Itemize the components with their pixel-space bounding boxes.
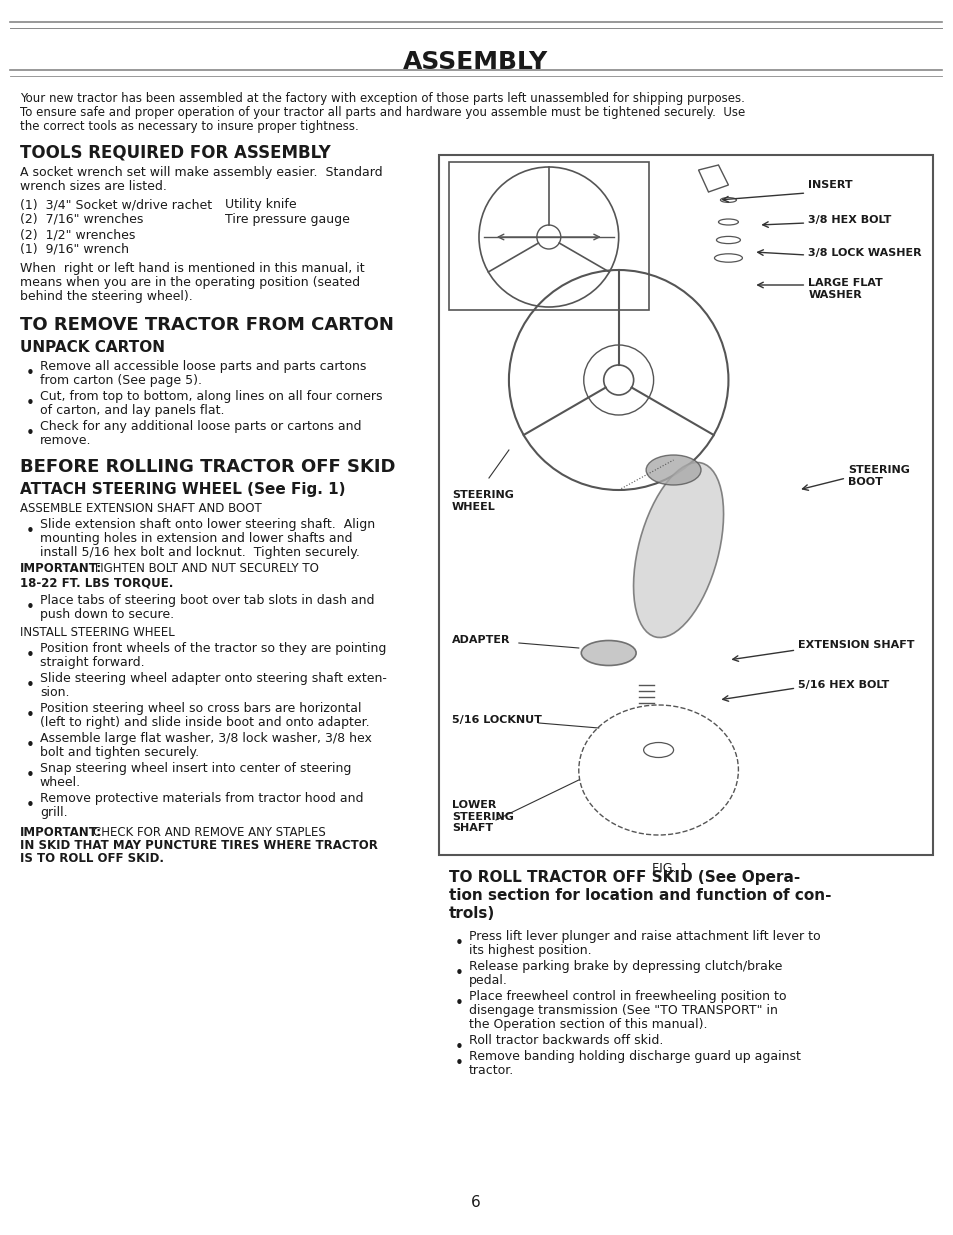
Bar — [438, 156, 932, 855]
Ellipse shape — [633, 462, 722, 637]
Text: UNPACK CARTON: UNPACK CARTON — [20, 340, 165, 354]
Text: CHECK FOR AND REMOVE ANY STAPLES: CHECK FOR AND REMOVE ANY STAPLES — [92, 826, 325, 839]
Text: 6: 6 — [471, 1195, 480, 1210]
Text: (left to right) and slide inside boot and onto adapter.: (left to right) and slide inside boot an… — [40, 716, 369, 729]
Text: To ensure safe and proper operation of your tractor all parts and hardware you a: To ensure safe and proper operation of y… — [20, 106, 744, 119]
Text: •: • — [26, 366, 34, 382]
Text: •: • — [26, 768, 34, 783]
Text: Position front wheels of the tractor so they are pointing: Position front wheels of the tractor so … — [40, 642, 386, 655]
Text: •: • — [26, 648, 34, 663]
Text: bolt and tighten securely.: bolt and tighten securely. — [40, 746, 199, 760]
Text: Press lift lever plunger and raise attachment lift lever to: Press lift lever plunger and raise attac… — [469, 930, 820, 944]
Text: (1)  3/4" Socket w/drive rachet: (1) 3/4" Socket w/drive rachet — [20, 198, 212, 211]
Text: mounting holes in extension and lower shafts and: mounting holes in extension and lower sh… — [40, 532, 352, 545]
Text: pedal.: pedal. — [469, 974, 507, 987]
Text: Place freewheel control in freewheeling position to: Place freewheel control in freewheeling … — [469, 990, 785, 1003]
Text: LOWER
STEERING
SHAFT: LOWER STEERING SHAFT — [452, 800, 514, 834]
Text: IMPORTANT:: IMPORTANT: — [20, 826, 102, 839]
Text: STEERING
BOOT: STEERING BOOT — [847, 466, 909, 487]
Text: TIGHTEN BOLT AND NUT SECURELY TO: TIGHTEN BOLT AND NUT SECURELY TO — [92, 562, 318, 576]
Text: of carton, and lay panels flat.: of carton, and lay panels flat. — [40, 404, 224, 417]
Text: behind the steering wheel).: behind the steering wheel). — [20, 290, 193, 303]
Text: •: • — [26, 798, 34, 813]
Text: trols): trols) — [449, 906, 495, 921]
Text: tion section for location and function of con-: tion section for location and function o… — [449, 888, 831, 903]
Text: its highest position.: its highest position. — [469, 944, 591, 957]
Text: When  right or left hand is mentioned in this manual, it: When right or left hand is mentioned in … — [20, 262, 364, 275]
Text: wrench sizes are listed.: wrench sizes are listed. — [20, 180, 167, 193]
Text: the Operation section of this manual).: the Operation section of this manual). — [469, 1018, 707, 1031]
Text: 3/8 HEX BOLT: 3/8 HEX BOLT — [807, 215, 891, 225]
Text: TO REMOVE TRACTOR FROM CARTON: TO REMOVE TRACTOR FROM CARTON — [20, 316, 394, 333]
Text: Slide extension shaft onto lower steering shaft.  Align: Slide extension shaft onto lower steerin… — [40, 517, 375, 531]
Text: 5/16 HEX BOLT: 5/16 HEX BOLT — [798, 680, 888, 690]
Text: Tire pressure gauge: Tire pressure gauge — [224, 212, 349, 226]
Text: Your new tractor has been assembled at the factory with exception of those parts: Your new tractor has been assembled at t… — [20, 91, 744, 105]
Text: straight forward.: straight forward. — [40, 656, 145, 669]
Text: Release parking brake by depressing clutch/brake: Release parking brake by depressing clut… — [469, 960, 781, 973]
Text: Position steering wheel so cross bars are horizontal: Position steering wheel so cross bars ar… — [40, 701, 361, 715]
Text: install 5/16 hex bolt and locknut.  Tighten securely.: install 5/16 hex bolt and locknut. Tight… — [40, 546, 359, 559]
Text: FIG. 1: FIG. 1 — [652, 862, 688, 876]
Text: remove.: remove. — [40, 433, 91, 447]
Text: LARGE FLAT
WASHER: LARGE FLAT WASHER — [807, 278, 882, 300]
Text: STEERING
WHEEL: STEERING WHEEL — [452, 490, 514, 511]
Text: •: • — [455, 995, 463, 1011]
Text: INSERT: INSERT — [807, 180, 852, 190]
Text: •: • — [26, 396, 34, 411]
Text: •: • — [455, 1040, 463, 1055]
Text: tractor.: tractor. — [469, 1065, 514, 1077]
Text: •: • — [26, 678, 34, 693]
Text: •: • — [455, 1056, 463, 1071]
Text: TOOLS REQUIRED FOR ASSEMBLY: TOOLS REQUIRED FOR ASSEMBLY — [20, 144, 331, 162]
Text: push down to secure.: push down to secure. — [40, 608, 173, 621]
Bar — [449, 162, 648, 310]
Text: means when you are in the operating position (seated: means when you are in the operating posi… — [20, 275, 359, 289]
Text: IMPORTANT:: IMPORTANT: — [20, 562, 102, 576]
Text: 3/8 LOCK WASHER: 3/8 LOCK WASHER — [807, 248, 921, 258]
Text: A socket wrench set will make assembly easier.  Standard: A socket wrench set will make assembly e… — [20, 165, 382, 179]
Text: (1)  9/16" wrench: (1) 9/16" wrench — [20, 243, 129, 256]
Text: from carton (See page 5).: from carton (See page 5). — [40, 374, 202, 387]
Text: INSTALL STEERING WHEEL: INSTALL STEERING WHEEL — [20, 626, 174, 638]
Text: •: • — [455, 966, 463, 981]
Text: Check for any additional loose parts or cartons and: Check for any additional loose parts or … — [40, 420, 361, 433]
Text: ASSEMBLE EXTENSION SHAFT AND BOOT: ASSEMBLE EXTENSION SHAFT AND BOOT — [20, 501, 261, 515]
Text: Place tabs of steering boot over tab slots in dash and: Place tabs of steering boot over tab slo… — [40, 594, 374, 606]
Text: Remove banding holding discharge guard up against: Remove banding holding discharge guard u… — [469, 1050, 800, 1063]
Text: Slide steering wheel adapter onto steering shaft exten-: Slide steering wheel adapter onto steeri… — [40, 672, 386, 685]
Text: (2)  1/2" wrenches: (2) 1/2" wrenches — [20, 228, 135, 241]
Text: •: • — [455, 936, 463, 951]
Text: 18-22 FT. LBS TORQUE.: 18-22 FT. LBS TORQUE. — [20, 576, 173, 589]
Text: •: • — [26, 600, 34, 615]
Text: EXTENSION SHAFT: EXTENSION SHAFT — [798, 640, 914, 650]
Text: ASSEMBLY: ASSEMBLY — [403, 49, 548, 74]
Text: TO ROLL TRACTOR OFF SKID (See Opera-: TO ROLL TRACTOR OFF SKID (See Opera- — [449, 869, 800, 885]
Text: the correct tools as necessary to insure proper tightness.: the correct tools as necessary to insure… — [20, 120, 358, 133]
Text: Remove protective materials from tractor hood and: Remove protective materials from tractor… — [40, 792, 363, 805]
Text: ADAPTER: ADAPTER — [452, 635, 510, 645]
Text: (2)  7/16" wrenches: (2) 7/16" wrenches — [20, 212, 143, 226]
Text: •: • — [26, 426, 34, 441]
Text: BEFORE ROLLING TRACTOR OFF SKID: BEFORE ROLLING TRACTOR OFF SKID — [20, 458, 395, 475]
Text: •: • — [26, 524, 34, 538]
Text: ATTACH STEERING WHEEL (See Fig. 1): ATTACH STEERING WHEEL (See Fig. 1) — [20, 482, 345, 496]
Text: •: • — [26, 708, 34, 722]
Text: grill.: grill. — [40, 806, 68, 819]
Text: Remove all accessible loose parts and parts cartons: Remove all accessible loose parts and pa… — [40, 359, 366, 373]
Text: •: • — [26, 739, 34, 753]
Text: Cut, from top to bottom, along lines on all four corners: Cut, from top to bottom, along lines on … — [40, 390, 382, 403]
Text: IS TO ROLL OFF SKID.: IS TO ROLL OFF SKID. — [20, 852, 164, 864]
Text: Roll tractor backwards off skid.: Roll tractor backwards off skid. — [469, 1034, 662, 1047]
Ellipse shape — [645, 454, 700, 485]
Text: sion.: sion. — [40, 685, 70, 699]
Text: Snap steering wheel insert into center of steering: Snap steering wheel insert into center o… — [40, 762, 351, 776]
Text: IN SKID THAT MAY PUNCTURE TIRES WHERE TRACTOR: IN SKID THAT MAY PUNCTURE TIRES WHERE TR… — [20, 839, 377, 852]
Text: Assemble large flat washer, 3/8 lock washer, 3/8 hex: Assemble large flat washer, 3/8 lock was… — [40, 732, 372, 745]
Ellipse shape — [580, 641, 636, 666]
Text: disengage transmission (See "TO TRANSPORT" in: disengage transmission (See "TO TRANSPOR… — [469, 1004, 777, 1016]
Text: wheel.: wheel. — [40, 776, 81, 789]
Text: Utility knife: Utility knife — [224, 198, 295, 211]
Text: 5/16 LOCKNUT: 5/16 LOCKNUT — [452, 715, 541, 725]
